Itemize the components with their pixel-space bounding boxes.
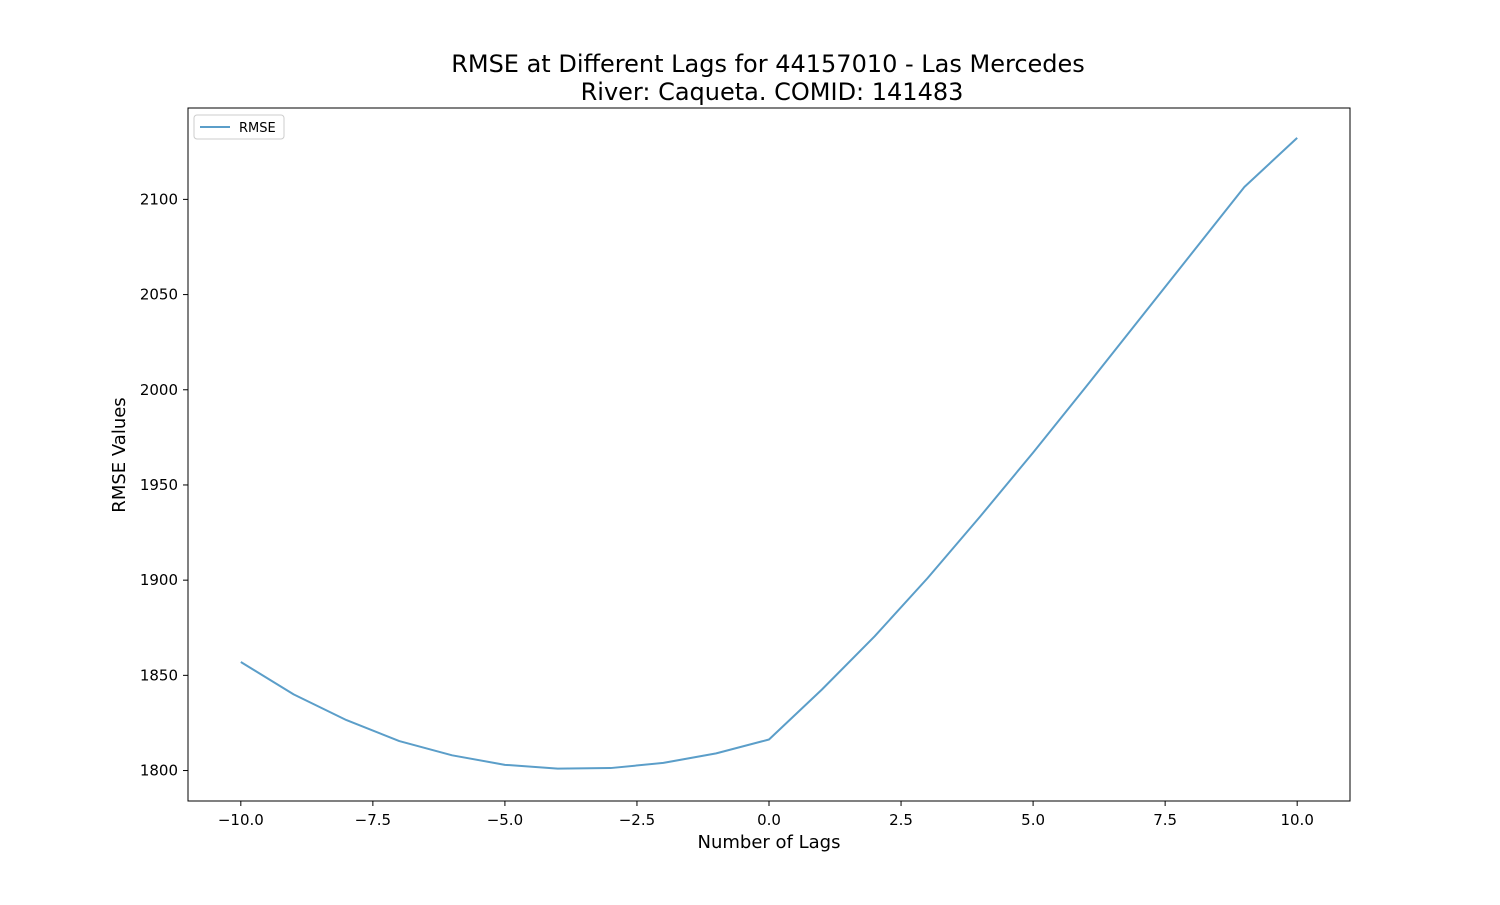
- y-tick-label: 1950: [140, 476, 178, 494]
- y-axis-ticks: 1800 1850 1900 1950 2000 2050 2100: [140, 190, 188, 780]
- plot-area: [188, 108, 1350, 801]
- plot-frame: [187, 107, 1351, 802]
- chart-subtitle: River: Caqueta. COMID: 141483: [581, 78, 964, 106]
- x-tick-label: −2.5: [619, 811, 655, 829]
- x-tick-label: 7.5: [1153, 811, 1177, 829]
- x-tick-label: 2.5: [889, 811, 913, 829]
- legend: RMSE: [193, 114, 285, 140]
- y-tick-label: 2000: [140, 381, 178, 399]
- x-tick-label: 5.0: [1021, 811, 1045, 829]
- y-tick-label: 1850: [140, 666, 178, 684]
- y-tick-label: 1900: [140, 571, 178, 589]
- chart-title: RMSE at Different Lags for 44157010 - La…: [451, 50, 1085, 78]
- x-axis-ticks: −10.0 −7.5 −5.0 −2.5 0.0 2.5 5.0 7.5 10.0: [218, 801, 1314, 829]
- legend-box: [193, 114, 285, 140]
- x-tick-label: 10.0: [1280, 811, 1313, 829]
- x-tick-label: 0.0: [757, 811, 781, 829]
- y-tick-label: 2100: [140, 190, 178, 208]
- legend-label: RMSE: [239, 121, 276, 136]
- x-tick-label: −5.0: [487, 811, 523, 829]
- y-tick-label: 1800: [140, 762, 178, 780]
- x-tick-label: −10.0: [218, 811, 264, 829]
- x-axis-label: Number of Lags: [698, 832, 841, 853]
- y-axis-label: RMSE Values: [109, 397, 130, 512]
- x-tick-label: −7.5: [355, 811, 391, 829]
- series-layer: [240, 137, 1298, 770]
- series-line-rmse: [240, 137, 1298, 770]
- y-tick-label: 2050: [140, 286, 178, 304]
